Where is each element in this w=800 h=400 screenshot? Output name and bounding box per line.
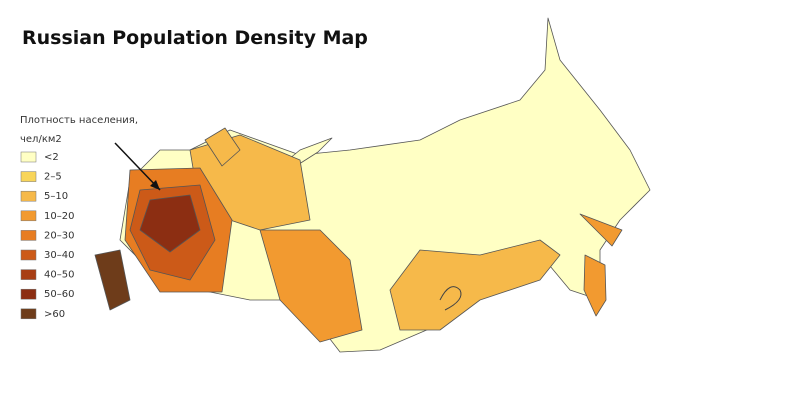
- region: [583, 254, 607, 317]
- region: [139, 194, 201, 253]
- map: [94, 17, 651, 353]
- arrow-head: [150, 180, 160, 190]
- legend-label: 10–20: [44, 211, 74, 222]
- legend-swatch: [20, 288, 37, 300]
- legend-label: 30–40: [44, 250, 74, 261]
- legend-swatch: [20, 249, 37, 261]
- legend-swatch: [20, 308, 37, 320]
- legend-label: 40–50: [44, 270, 74, 281]
- legend-title: Плотность населения,: [20, 115, 138, 126]
- legend-swatch: [20, 171, 37, 182]
- region: [579, 213, 623, 247]
- legend-swatch: [20, 151, 37, 163]
- legend-label: >60: [44, 309, 65, 320]
- legend-label: 5–10: [44, 191, 68, 202]
- lake-baikal: [439, 286, 462, 311]
- region: [94, 249, 131, 311]
- region: [204, 127, 241, 167]
- legend-label: 20–30: [44, 230, 74, 241]
- arrow: [114, 142, 161, 191]
- legend-label: 50–60: [44, 289, 74, 300]
- legend-swatch: [20, 230, 37, 241]
- title: Russian Population Density Map: [22, 27, 368, 49]
- legend-title: чел/км2: [20, 134, 62, 145]
- region: [259, 229, 363, 343]
- legend: Плотность населения, чел/км2 <2 2–5 5–10 10…: [20, 115, 138, 320]
- legend-label: 2–5: [44, 172, 62, 183]
- legend-swatch: [20, 210, 37, 222]
- legend-swatch: [20, 269, 37, 280]
- region: [389, 239, 561, 331]
- legend-label: <2: [44, 152, 59, 163]
- legend-swatch: [20, 190, 37, 202]
